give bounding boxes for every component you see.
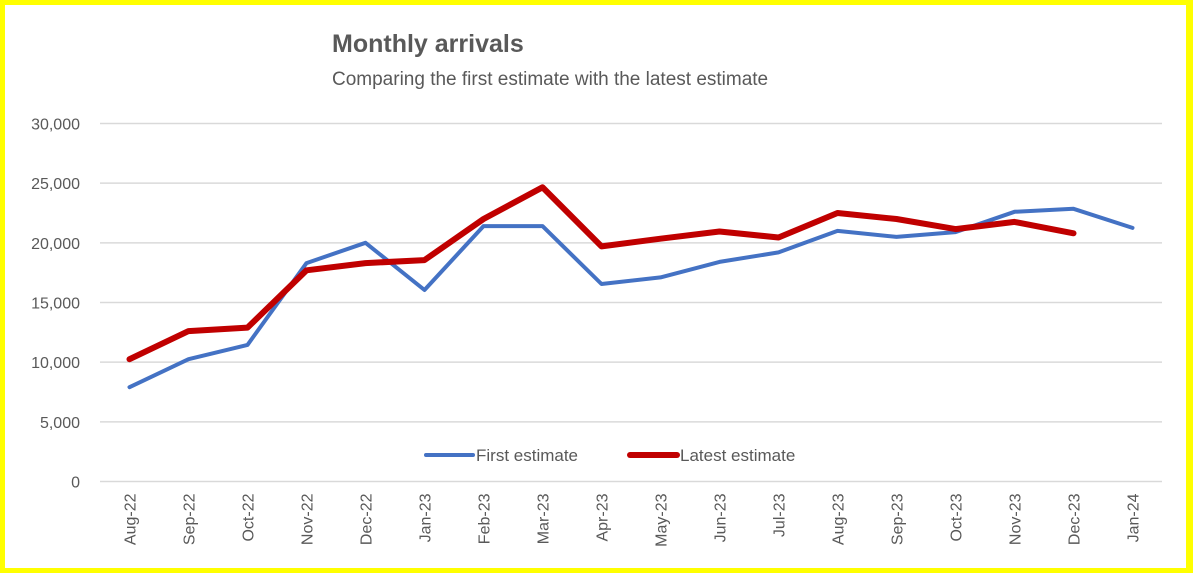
gridlines [100, 122, 1162, 483]
chart-frame: Monthly arrivals Comparing the first est… [5, 5, 1186, 568]
y-tick-label: 25,000 [31, 176, 80, 193]
x-tick-label: May-23 [654, 493, 671, 546]
x-tick-label: Apr-23 [595, 493, 612, 541]
y-tick-label: 10,000 [31, 355, 80, 372]
x-tick-label: Jan-24 [1126, 493, 1143, 542]
legend-label: First estimate [476, 446, 578, 465]
y-axis-ticks: 0 5,000 10,000 15,000 20,000 25,000 30,000 [31, 117, 80, 492]
y-tick-label: 30,000 [31, 117, 80, 134]
x-tick-label: Oct-22 [241, 493, 258, 541]
x-tick-label: Aug-22 [123, 493, 140, 545]
x-tick-label: Jan-23 [418, 493, 435, 542]
chart-subtitle: Comparing the first estimate with the la… [332, 69, 768, 90]
x-tick-label: Jun-23 [713, 493, 730, 542]
x-tick-label: Jul-23 [772, 493, 789, 537]
x-tick-label: Feb-23 [477, 493, 494, 544]
legend: First estimate Latest estimate [424, 446, 795, 465]
y-tick-label: 5,000 [40, 415, 80, 432]
x-tick-label: Oct-23 [949, 493, 966, 541]
y-tick-label: 0 [71, 475, 80, 492]
line-chart: Monthly arrivals Comparing the first est… [31, 30, 1162, 547]
x-tick-label: Nov-22 [300, 493, 317, 545]
series-line-latest-estimate [126, 184, 1077, 363]
y-tick-label: 15,000 [31, 296, 80, 313]
x-tick-label: Nov-23 [1008, 493, 1025, 545]
series-lines [126, 184, 1135, 390]
x-tick-label: Dec-23 [1067, 493, 1084, 545]
chart-title: Monthly arrivals [332, 30, 524, 58]
x-tick-label: Mar-23 [536, 493, 553, 544]
legend-label: Latest estimate [680, 446, 795, 465]
x-tick-label: Dec-22 [359, 493, 376, 545]
x-tick-label: Aug-23 [831, 493, 848, 545]
y-tick-label: 20,000 [31, 236, 80, 253]
x-tick-label: Sep-22 [182, 493, 199, 545]
x-tick-label: Sep-23 [890, 493, 907, 545]
x-axis-ticks: Aug-22 Sep-22 Oct-22 Nov-22 Dec-22 Jan-23 Feb-… [123, 493, 1143, 546]
